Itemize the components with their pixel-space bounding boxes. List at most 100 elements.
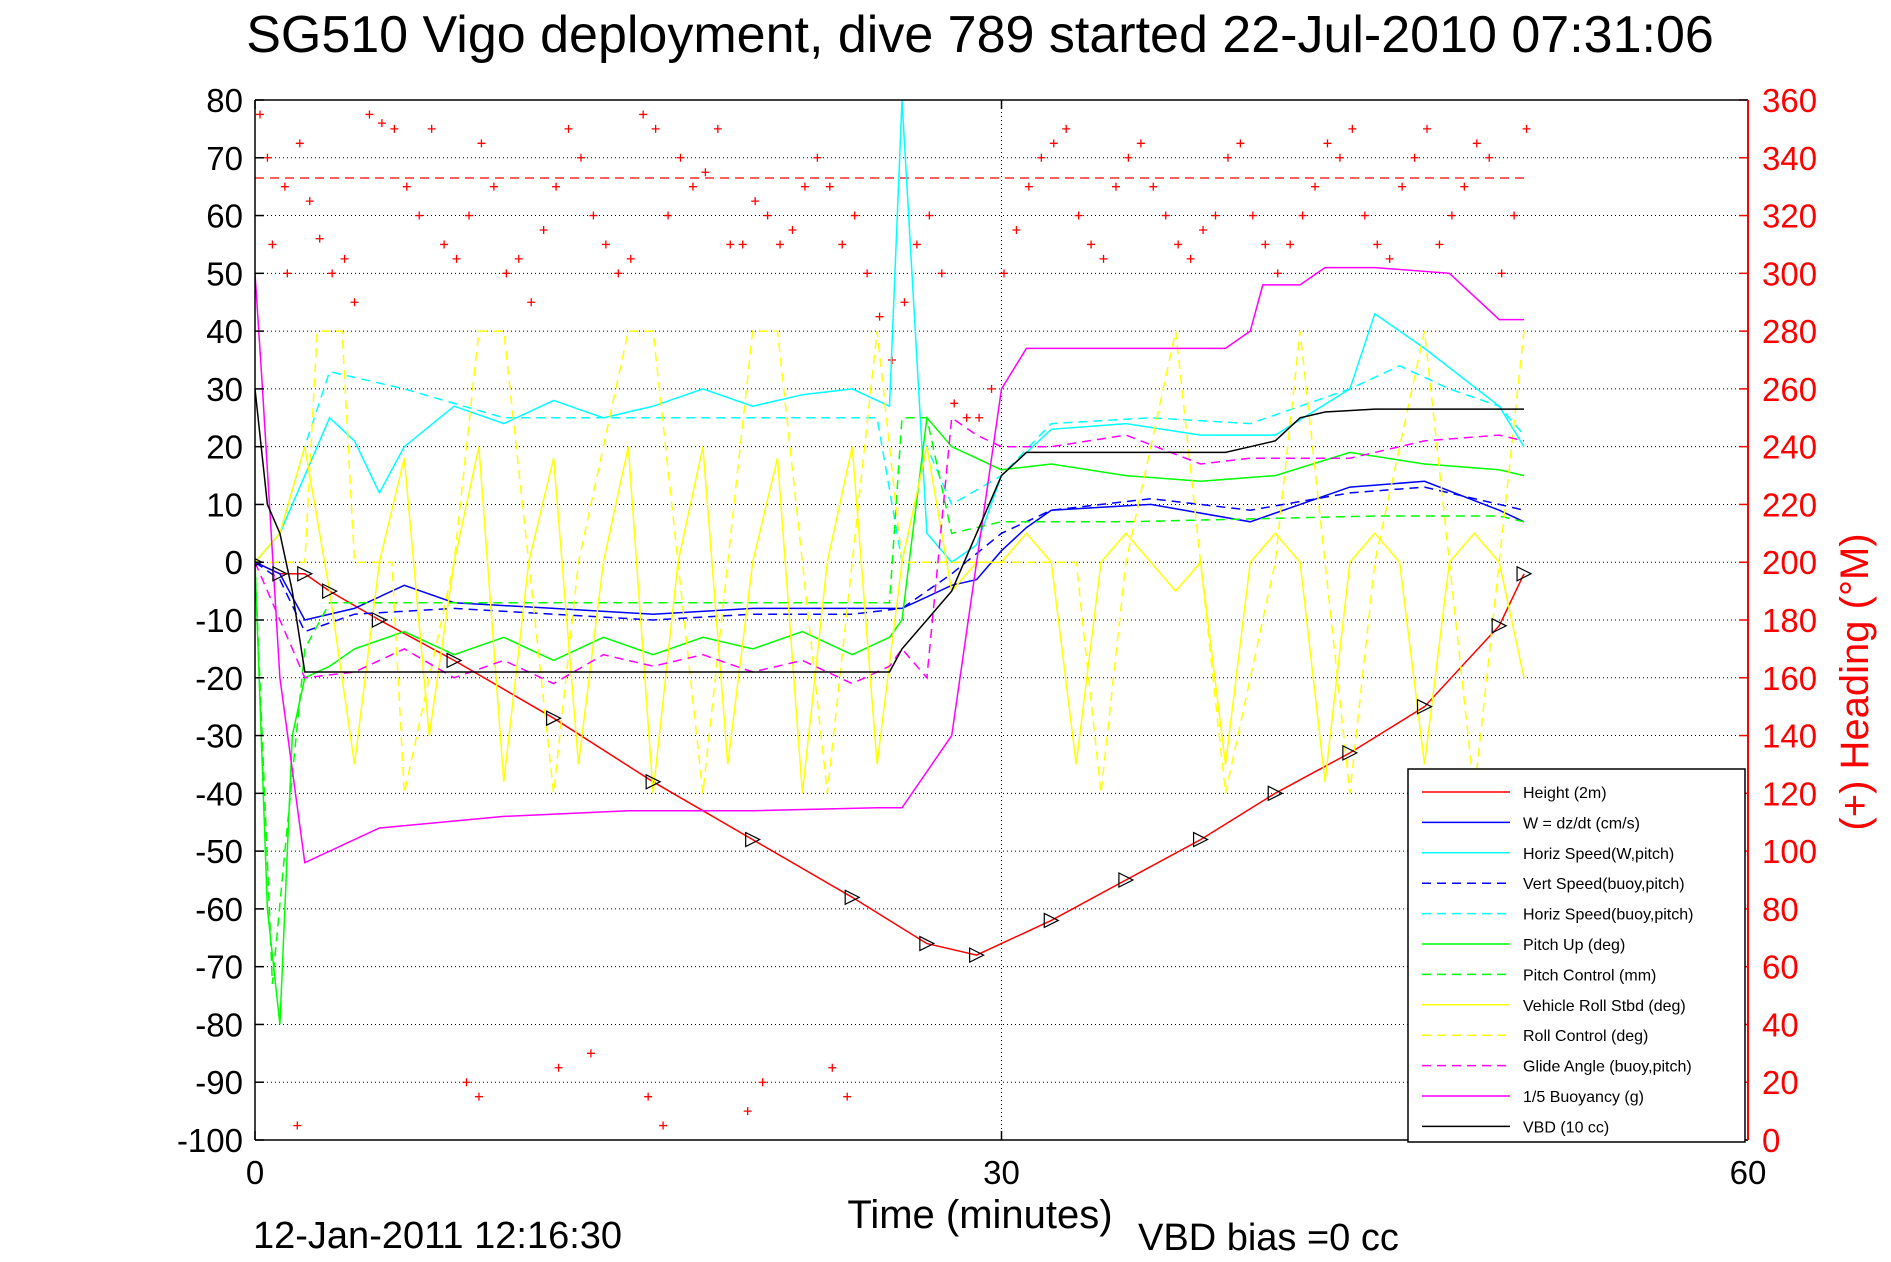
series-line-1	[255, 480, 1525, 621]
heading-point	[626, 254, 635, 263]
legend-entry: Pitch Control (mm)	[1523, 967, 1656, 984]
heading-point	[1199, 226, 1208, 234]
heading-point	[328, 269, 337, 278]
y-right-tick-label: 200	[1762, 544, 1817, 581]
heading-point	[601, 240, 610, 249]
legend-entry: Vehicle Roll Stbd (deg)	[1523, 998, 1686, 1015]
heading-point	[763, 211, 772, 220]
heading-point	[999, 269, 1008, 278]
y-right-tick-label: 240	[1762, 429, 1817, 466]
heading-point	[1348, 124, 1357, 133]
y-right-tick-label: 220	[1762, 486, 1817, 523]
legend-entry: Glide Angle (buoy,pitch)	[1523, 1059, 1692, 1076]
legend-entry: Roll Control (deg)	[1523, 1028, 1648, 1045]
y-tick-label: -70	[195, 949, 243, 986]
heading-point	[713, 124, 722, 133]
y-right-tick-label: 140	[1762, 718, 1817, 755]
legend-entry: W = dz/dt (cm/s)	[1523, 815, 1640, 832]
legend-entry: Height (2m)	[1523, 785, 1607, 802]
y-tick-label: 50	[206, 255, 243, 292]
heading-point	[340, 254, 349, 263]
series-line-3	[255, 486, 1525, 633]
y-tick-label: 10	[206, 486, 243, 523]
height-marker	[1416, 698, 1433, 715]
heading-point	[440, 240, 449, 249]
height-marker	[919, 935, 936, 952]
heading-point	[875, 312, 884, 321]
heading-point	[586, 1049, 595, 1058]
heading-point	[1460, 182, 1469, 191]
height-marker	[1491, 617, 1508, 634]
y-right-tick-label: 160	[1762, 660, 1817, 697]
heading-point	[850, 211, 859, 220]
x-tick-label: 30	[983, 1154, 1020, 1191]
series-layer	[255, 100, 1533, 1130]
heading-point	[937, 269, 946, 278]
heading-point	[1049, 139, 1058, 148]
heading-point	[1497, 269, 1506, 278]
legend-box	[1407, 768, 1746, 1143]
heading-point	[1149, 182, 1158, 191]
heading-point	[1024, 182, 1033, 191]
y-right-tick-label: 340	[1762, 140, 1817, 177]
heading-point	[825, 182, 834, 191]
y-tick-label: -30	[195, 718, 243, 755]
heading-point	[350, 298, 359, 307]
legend-entry: Pitch Up (deg)	[1523, 937, 1625, 954]
y-right-tick-label: 60	[1762, 949, 1799, 986]
y-tick-label: -10	[195, 602, 243, 639]
footer-date: 12-Jan-2011 12:16:30	[253, 1215, 622, 1257]
series-line-5	[255, 416, 1525, 1025]
y-right-tick-label: 0	[1762, 1122, 1780, 1159]
height-marker	[546, 710, 562, 727]
heading-point	[1136, 139, 1145, 148]
y-right-tick-label: 100	[1762, 833, 1817, 870]
heading-point	[255, 110, 264, 119]
heading-point	[1298, 211, 1307, 220]
x-tick-label: 60	[1730, 1154, 1767, 1191]
y-right-tick-label: 180	[1762, 602, 1817, 639]
y-tick-label: 40	[206, 313, 243, 350]
legend-entry: VBD (10 cc)	[1523, 1119, 1609, 1136]
height-marker	[446, 652, 463, 669]
chart-title: SG510 Vigo deployment, dive 789 started …	[246, 6, 1714, 64]
height-marker	[1118, 872, 1135, 888]
heading-point	[1435, 240, 1444, 249]
x-axis-label: Time (minutes)	[847, 1193, 1112, 1237]
heading-point	[1124, 153, 1133, 162]
heading-point	[576, 153, 585, 162]
series-line-0	[255, 561, 1525, 956]
series-line-10	[255, 266, 1524, 864]
heading-point	[477, 139, 486, 148]
heading-point	[701, 168, 710, 177]
heading-point	[639, 110, 648, 119]
heading-point	[664, 211, 673, 220]
series-line-7	[255, 446, 1525, 794]
heading-point	[539, 226, 548, 234]
heading-point	[800, 182, 809, 191]
heading-point	[1385, 254, 1394, 263]
heading-point	[975, 413, 984, 422]
heading-point	[527, 298, 536, 307]
height-marker	[322, 583, 338, 600]
heading-point	[263, 153, 272, 162]
heading-point	[726, 240, 735, 249]
legend-entry: 1/5 Buoyancy (g)	[1523, 1089, 1644, 1106]
heading-point	[452, 254, 461, 263]
heading-point	[415, 211, 424, 220]
heading-point	[644, 1092, 653, 1101]
heading-point	[390, 124, 399, 133]
heading-point	[564, 124, 573, 133]
heading-point	[912, 240, 921, 249]
heading-point	[1037, 153, 1046, 162]
heading-point	[315, 234, 324, 243]
y-right-tick-label: 80	[1762, 891, 1799, 928]
heading-point	[474, 1092, 483, 1101]
heading-point	[280, 182, 289, 191]
y-right-tick-label: 280	[1762, 313, 1817, 350]
height-marker	[969, 947, 985, 964]
series-line-2	[255, 100, 1525, 564]
y-tick-label: 0	[225, 544, 243, 581]
heading-point	[925, 211, 934, 220]
